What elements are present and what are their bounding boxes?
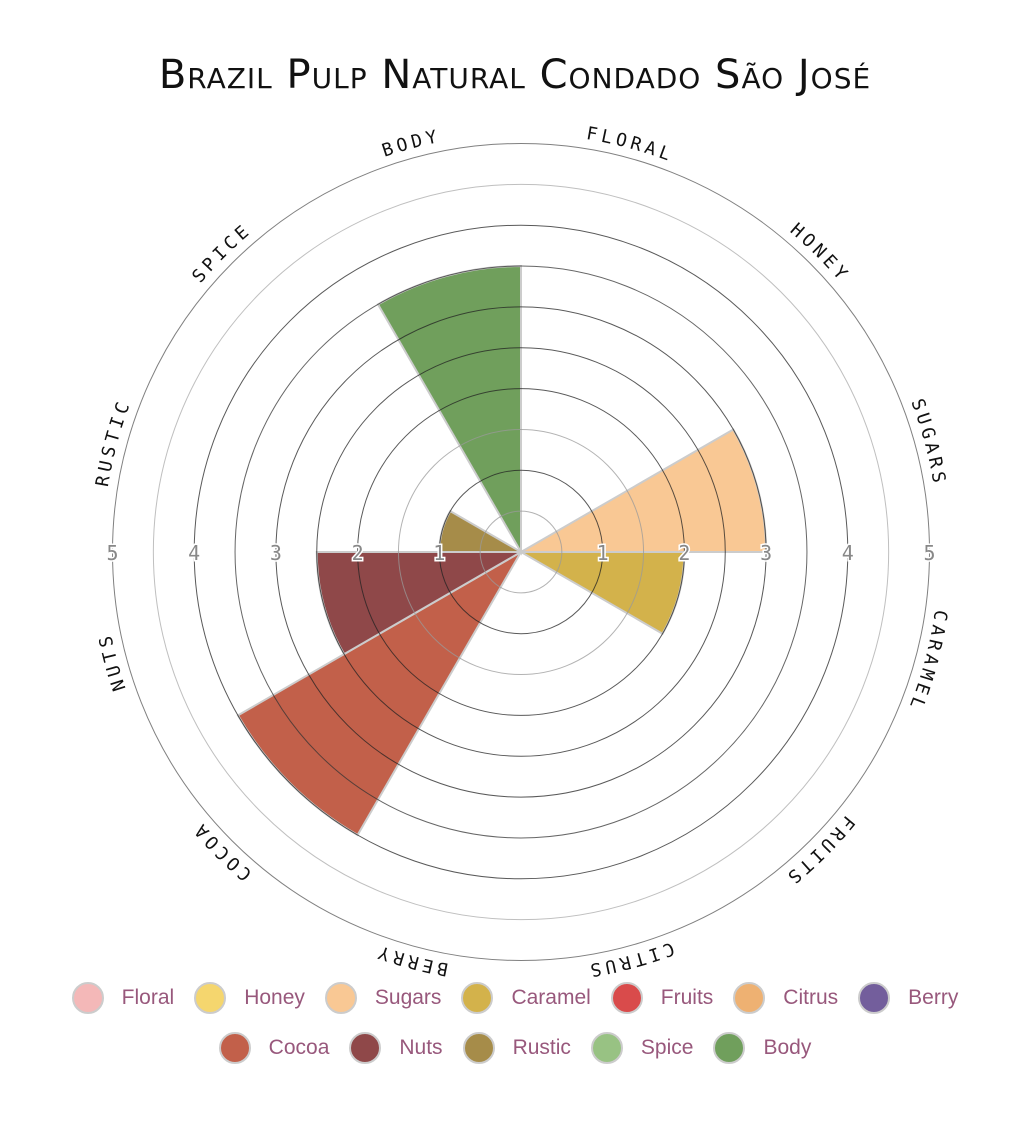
category-label-sugars: SUGARS [906,396,949,488]
legend-item-honey[interactable]: Honey [194,982,305,1014]
r-tick-label: 1 [433,541,445,565]
legend-label: Caramel [511,986,591,1009]
category-label-fruits: FRUITS [780,811,858,889]
legend-item-caramel[interactable]: Caramel [461,982,591,1014]
legend-label: Citrus [783,986,839,1009]
legend-label: Body [763,1036,812,1059]
legend-item-sugars[interactable]: Sugars [324,982,442,1014]
category-label-rustic: RUSTIC [92,396,135,488]
grid-ring [275,306,767,798]
grid-ring [193,224,849,880]
legend-label: Spice [640,1036,694,1059]
category-label-spice: SPICE [188,219,256,287]
category-label-nuts: NUTS [95,630,131,693]
legend-item-berry[interactable]: Berry [858,982,958,1014]
legend-item-spice[interactable]: Spice [590,1032,694,1064]
legend-label: Honey [244,986,305,1009]
legend-label: Nuts [399,1036,443,1059]
category-label-citrus: CITRUS [585,937,677,980]
legend-label: Cocoa [268,1036,330,1059]
legend-swatch [858,982,891,1014]
chart-title: Brazil Pulp Natural Condado São José [158,52,872,98]
legend-label: Floral [121,986,175,1009]
r-tick-label: 4 [842,541,854,565]
wedge-body [376,265,522,556]
legend-swatch [713,1032,746,1064]
legend-swatch [610,982,643,1014]
grid-ring [152,183,890,921]
legend-row-2: Cocoa Nuts Rustic Spice Body [0,1032,1030,1064]
category-label-body: BODY [379,126,442,162]
legend-item-nuts[interactable]: Nuts [349,1032,443,1064]
category-label-honey: HONEY [786,219,854,287]
grid-ring [357,388,685,716]
r-tick-label: 5 [106,541,118,565]
r-tick-label: 1 [597,541,609,565]
grid-ring [316,347,726,757]
category-label-caramel: CARAMEL [904,608,951,715]
legend-swatch [462,1032,495,1064]
legend-label: Sugars [374,986,442,1009]
r-tick-label: 3 [760,541,772,565]
r-tick-label: 4 [188,541,200,565]
grid-ring [234,265,808,839]
category-label-cocoa: COCOA [188,817,256,885]
grid-ring [112,143,930,961]
legend-swatch [349,1032,382,1064]
grid-ring [479,510,563,594]
legend-row-1: Floral Honey Sugars Caramel Fruits Citrus Berr… [0,982,1030,1014]
category-label-floral: FLORAL [585,123,677,166]
legend-swatch [590,1032,623,1064]
r-tick-label: 2 [678,541,690,565]
legend-swatch [194,982,227,1014]
legend-swatch [324,982,357,1014]
legend-item-floral[interactable]: Floral [71,982,175,1014]
legend-item-cocoa[interactable]: Cocoa [218,1032,330,1064]
legend-label: Rustic [512,1036,571,1059]
legend-item-citrus[interactable]: Citrus [733,982,838,1014]
grid-ring [397,428,645,676]
legend-item-fruits[interactable]: Fruits [610,982,714,1014]
r-tick-label: 2 [352,541,364,565]
grid-ring [438,469,604,635]
r-tick-label: 5 [923,541,935,565]
legend-item-rustic[interactable]: Rustic [462,1032,571,1064]
legend-swatch [733,982,766,1014]
legend-label: Berry [908,986,959,1009]
legend-item-body[interactable]: Body [713,1032,811,1064]
legend-swatch [71,982,104,1014]
legend-label: Fruits [660,986,714,1009]
legend-swatch [461,982,494,1014]
legend-swatch [218,1032,251,1064]
r-tick-label: 3 [270,541,282,565]
